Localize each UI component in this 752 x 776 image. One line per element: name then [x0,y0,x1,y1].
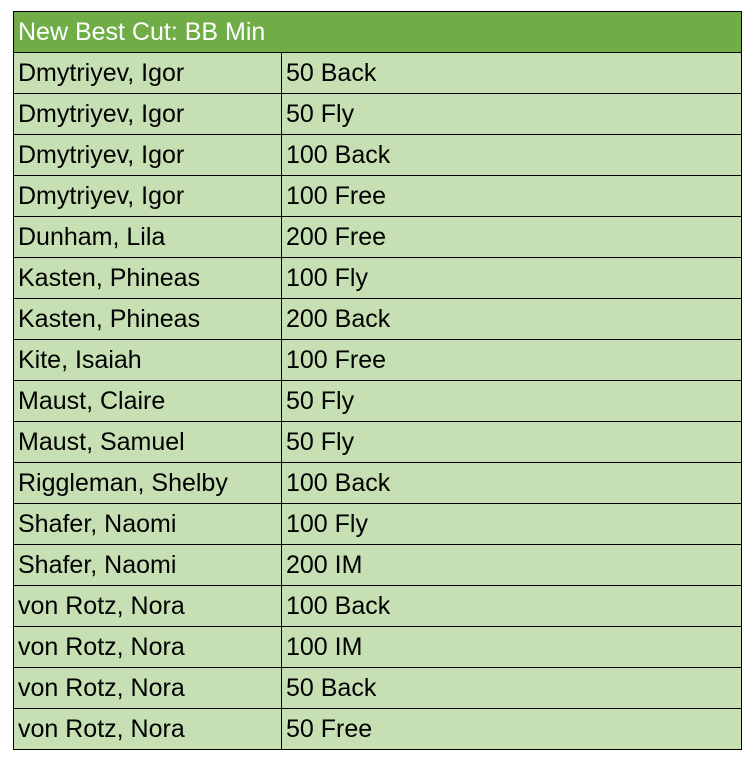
event-name: 100 Fly [281,257,742,299]
swimmer-name: Dmytriyev, Igor [13,134,282,176]
table-row: Maust, Samuel 50 Fly [13,421,742,463]
swimmer-name: von Rotz, Nora [13,708,282,750]
table-row: Maust, Claire 50 Fly [13,380,742,422]
event-name: 100 Back [281,134,742,176]
swimmer-name: von Rotz, Nora [13,667,282,709]
table-row: Dunham, Lila 200 Free [13,216,742,258]
event-name: 200 Free [281,216,742,258]
table-row: von Rotz, Nora 50 Back [13,667,742,709]
table-row: Dmytriyev, Igor 100 Back [13,134,742,176]
table-row: von Rotz, Nora 50 Free [13,708,742,750]
swimmer-name: Kasten, Phineas [13,298,282,340]
table-row: Dmytriyev, Igor 50 Fly [13,93,742,135]
event-name: 50 Free [281,708,742,750]
event-name: 100 Free [281,175,742,217]
swimmer-name: Shafer, Naomi [13,503,282,545]
table-body: New Best Cut: BB Min Dmytriyev, Igor 50 B… [13,11,742,750]
swimmer-name: Dmytriyev, Igor [13,175,282,217]
table-row: Shafer, Naomi 100 Fly [13,503,742,545]
event-name: 100 Back [281,462,742,504]
table-row: von Rotz, Nora 100 IM [13,626,742,668]
event-name: 100 Back [281,585,742,627]
swimmer-name: Shafer, Naomi [13,544,282,586]
table-row: Kasten, Phineas 100 Fly [13,257,742,299]
event-name: 100 Free [281,339,742,381]
table-row: Riggleman, Shelby 100 Back [13,462,742,504]
table-row: Kasten, Phineas 200 Back [13,298,742,340]
swimmer-name: Maust, Claire [13,380,282,422]
swimmer-name: Dmytriyev, Igor [13,93,282,135]
event-name: 100 Fly [281,503,742,545]
table-title: New Best Cut: BB Min [13,11,742,53]
event-name: 200 IM [281,544,742,586]
swimmer-name: Kite, Isaiah [13,339,282,381]
event-name: 50 Fly [281,93,742,135]
table-row: von Rotz, Nora 100 Back [13,585,742,627]
event-name: 200 Back [281,298,742,340]
event-name: 50 Back [281,52,742,94]
swimmer-name: von Rotz, Nora [13,585,282,627]
event-name: 50 Fly [281,421,742,463]
table-row: Dmytriyev, Igor 100 Free [13,175,742,217]
swimmer-name: von Rotz, Nora [13,626,282,668]
table-row: Shafer, Naomi 200 IM [13,544,742,586]
table-row: Dmytriyev, Igor 50 Back [13,52,742,94]
swimmer-name: Maust, Samuel [13,421,282,463]
table: New Best Cut: BB Min Dmytriyev, Igor 50 B… [13,11,742,750]
header-row: New Best Cut: BB Min [13,11,742,53]
event-name: 50 Back [281,667,742,709]
event-name: 50 Fly [281,380,742,422]
swimmer-name: Dunham, Lila [13,216,282,258]
swimmer-name: Riggleman, Shelby [13,462,282,504]
table-row: Kite, Isaiah 100 Free [13,339,742,381]
swimmer-name: Kasten, Phineas [13,257,282,299]
swimmer-name: Dmytriyev, Igor [13,52,282,94]
event-name: 100 IM [281,626,742,668]
